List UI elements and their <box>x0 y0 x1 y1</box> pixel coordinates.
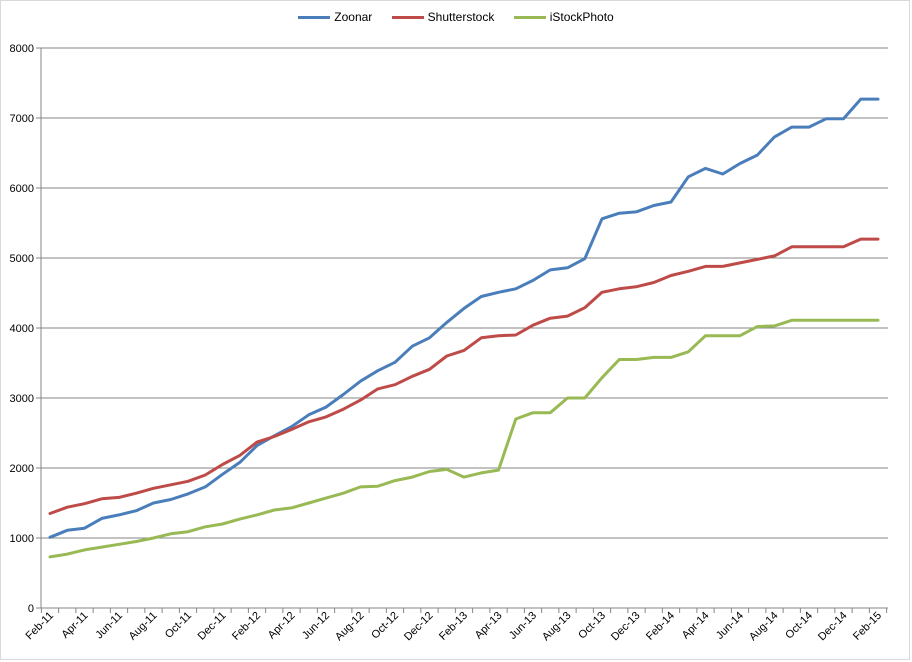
x-tick-label: Apr-14 <box>680 610 712 642</box>
x-tick-label: Aug-14 <box>747 610 781 644</box>
series-line-zoonar <box>48 97 880 539</box>
x-tick-label: Aug-13 <box>540 610 574 644</box>
legend-swatch-zoonar <box>298 16 331 20</box>
y-tick-label: 6000 <box>10 183 34 195</box>
x-tick-label: Oct-14 <box>783 610 815 642</box>
x-tick-label: Jun-14 <box>714 610 746 642</box>
x-tick-label: Aug-11 <box>127 610 160 643</box>
series-line-shutterstock <box>48 237 880 515</box>
x-tick-label: Apr-13 <box>473 610 505 642</box>
legend: Zoonar Shutterstock iStockPhoto <box>0 10 912 24</box>
x-tick-label: Dec-12 <box>402 610 436 644</box>
x-tick-label: Feb-14 <box>644 610 677 643</box>
x-tick-label: Oct-11 <box>163 610 194 641</box>
x-tick-label: Dec-13 <box>609 610 643 644</box>
y-tick-label: 5000 <box>10 253 34 265</box>
legend-item-istockphoto: iStockPhoto <box>513 10 614 24</box>
y-tick-label: 1000 <box>10 533 34 545</box>
x-tick-label: Feb-15 <box>851 610 884 643</box>
x-tick-label: Feb-13 <box>437 610 470 643</box>
x-tick-label: Dec-14 <box>816 610 850 644</box>
y-tick-label: 8000 <box>10 43 34 55</box>
x-tick-label: Jun-11 <box>93 610 125 642</box>
y-tick-label: 7000 <box>10 113 34 125</box>
legend-item-shutterstock: Shutterstock <box>391 10 495 24</box>
x-tick-label: Jun-12 <box>300 610 332 642</box>
legend-swatch-istockphoto <box>513 16 546 20</box>
y-tick-label: 3000 <box>10 393 34 405</box>
x-tick-label: Aug-12 <box>333 610 367 644</box>
y-tick-label: 0 <box>28 603 34 615</box>
legend-label-shutterstock: Shutterstock <box>427 10 495 24</box>
x-tick-label: Apr-12 <box>266 610 298 642</box>
legend-item-zoonar: Zoonar <box>298 10 372 24</box>
x-tick-label: Jun-13 <box>507 610 539 642</box>
x-tick-label: Apr-11 <box>59 610 90 641</box>
y-tick-label: 2000 <box>10 463 34 475</box>
series-line-istockphoto <box>48 318 880 559</box>
legend-label-zoonar: Zoonar <box>334 10 373 24</box>
y-tick-label: 4000 <box>10 323 34 335</box>
legend-label-istockphoto: iStockPhoto <box>549 10 614 24</box>
x-tick-label: Oct-13 <box>576 610 608 642</box>
x-tick-label: Oct-12 <box>369 610 401 642</box>
legend-swatch-shutterstock <box>391 16 424 20</box>
x-tick-label: Dec-11 <box>196 610 229 643</box>
x-tick-label: Feb-12 <box>230 610 263 643</box>
